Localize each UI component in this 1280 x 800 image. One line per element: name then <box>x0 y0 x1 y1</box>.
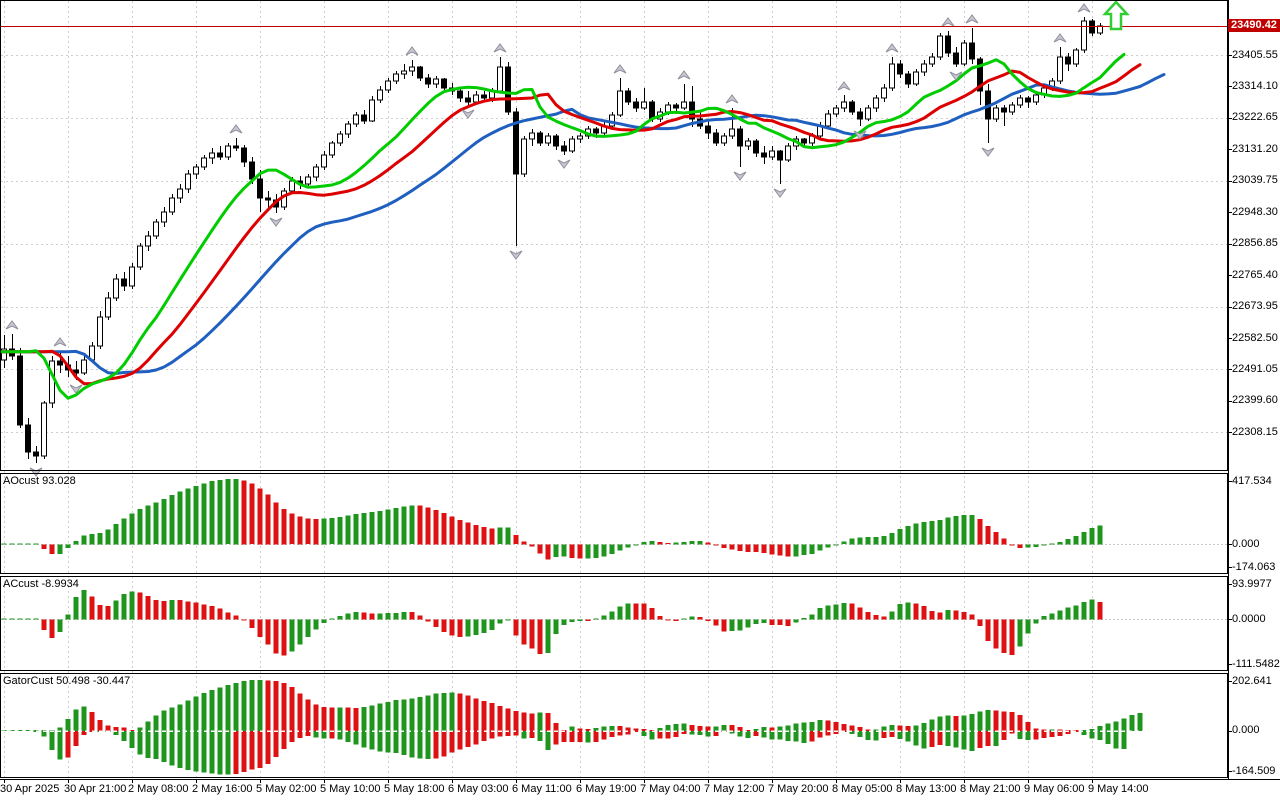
price-axis-label: 22948.30 <box>1232 205 1278 218</box>
panel-frames <box>0 0 1280 783</box>
price-axis-label: 23039.75 <box>1232 174 1278 187</box>
time-axis-label: 8 May 21:00 <box>960 783 1021 795</box>
indicator-axis-label: 202.641 <box>1232 675 1272 687</box>
time-axis-label: 5 May 18:00 <box>384 783 445 795</box>
panel-label-gatorcust: GatorCust 50.498 -30.447 <box>3 675 131 687</box>
time-axis-label: 5 May 02:00 <box>256 783 317 795</box>
ao-panel[interactable] <box>1 479 1227 560</box>
time-axis-label: 2 May 08:00 <box>128 783 189 795</box>
fractal-arrows <box>5 3 1091 477</box>
time-axis-label: 7 May 20:00 <box>768 783 829 795</box>
indicator-axis-label: -164.509 <box>1232 765 1276 777</box>
time-axis[interactable]: 30 Apr 2025 30 Apr 21:00 2 May 08:00 2 May … <box>0 779 1280 800</box>
alligator-teeth-line <box>0 63 1142 386</box>
alligator-lips-line <box>0 52 1126 400</box>
time-axis-label: 6 May 19:00 <box>576 783 637 795</box>
indicator-axis-label: 0.000 <box>1232 724 1260 737</box>
time-axis-label: 8 May 05:00 <box>832 783 893 795</box>
indicator-axis-label: 93.9977 <box>1232 578 1272 590</box>
price-axis-label: 23314.10 <box>1232 79 1278 92</box>
main-chart-area[interactable] <box>0 0 1228 477</box>
candles <box>1 17 1103 463</box>
alligator-jaw-line <box>0 73 1166 375</box>
price-axis-label: 22582.50 <box>1232 331 1278 344</box>
panel-label-accust: ACcust -8.9934 <box>3 578 79 590</box>
time-axis-label: 30 Apr 21:00 <box>64 783 127 795</box>
price-axis-label: 22399.60 <box>1232 394 1278 407</box>
grid-lines <box>1 1 1227 778</box>
time-axis-label: 9 May 06:00 <box>1024 783 1085 795</box>
time-axis-label: 5 May 10:00 <box>320 783 381 795</box>
panel-label-aocust: AOcust 93.028 <box>3 475 76 487</box>
time-axis-label: 2 May 16:00 <box>192 783 253 795</box>
indicator-axis-label: 0.000 <box>1232 537 1260 550</box>
time-axis-label: 6 May 03:00 <box>448 783 509 795</box>
time-axis-label: 30 Apr 2025 <box>0 783 60 795</box>
indicator-axis-label: 0.0000 <box>1232 612 1266 625</box>
time-axis-label: 9 May 14:00 <box>1088 783 1149 795</box>
price-axis[interactable]: 23405.55 23314.10 23222.65 23131.20 23039.75… <box>1228 0 1280 779</box>
time-axis-label: 7 May 12:00 <box>704 783 765 795</box>
time-axis-label: 8 May 13:00 <box>896 783 957 795</box>
time-axis-label: 7 May 04:00 <box>640 783 701 795</box>
price-axis-label: 23222.65 <box>1232 111 1278 124</box>
price-axis-label: 22856.85 <box>1232 237 1278 250</box>
indicator-axis-label: -111.5482 <box>1232 658 1280 670</box>
indicator-axis-label: 417.534 <box>1232 475 1272 487</box>
ac-panel[interactable] <box>1 589 1227 656</box>
price-axis-label: 22308.15 <box>1232 425 1278 438</box>
gator-panel[interactable] <box>1 679 1227 775</box>
price-axis-label: 23405.55 <box>1232 48 1278 61</box>
price-axis-label: 23131.20 <box>1232 142 1278 155</box>
time-axis-label: 6 May 11:00 <box>512 783 572 795</box>
current-price-badge: 23490.42 <box>1228 19 1280 33</box>
price-axis-label: 22765.40 <box>1232 268 1278 281</box>
indicator-axis-label: -174.063 <box>1232 561 1276 573</box>
buy-arrow-icon <box>1102 0 1130 31</box>
price-axis-label: 22491.05 <box>1232 363 1278 375</box>
price-axis-label: 22673.95 <box>1232 300 1278 313</box>
